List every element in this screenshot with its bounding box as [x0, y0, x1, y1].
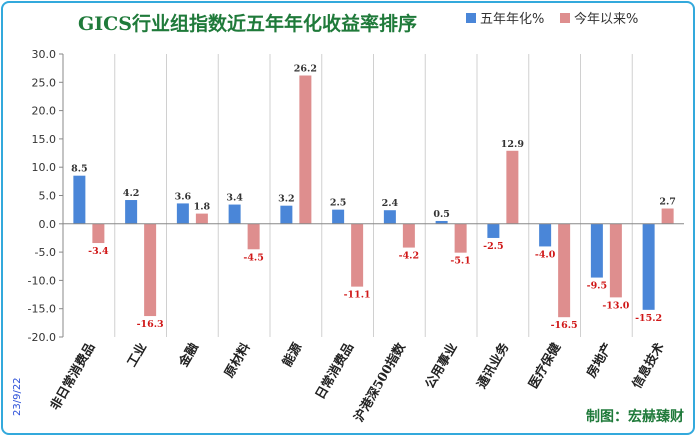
x-category-label-10: 医疗保健 [525, 340, 563, 391]
y-tick-label: 25.0 [32, 76, 57, 89]
value-label-ytd-1: -3.4 [88, 246, 109, 257]
bar-ytd-9 [506, 150, 519, 224]
bar-ytd-2 [144, 223, 157, 317]
bar-five-year-4 [228, 204, 241, 224]
value-label-five-year-11: -9.5 [587, 281, 607, 292]
value-label-ytd-3: 1.8 [194, 202, 211, 213]
value-label-ytd-4: -4.5 [243, 252, 263, 263]
value-label-ytd-12: 2.7 [659, 197, 676, 208]
value-label-ytd-10: -16.5 [551, 320, 578, 331]
x-category-label-8: 公用事业 [422, 340, 460, 391]
y-tick-label: 5.0 [39, 190, 57, 203]
value-label-five-year-2: 4.2 [123, 188, 140, 199]
value-label-ytd-8: -5.1 [450, 256, 470, 267]
value-label-five-year-7: 2.4 [382, 198, 399, 209]
y-tick-label: 0.0 [39, 218, 57, 231]
y-tick-label: 20.0 [32, 105, 57, 118]
x-category-label-5: 能源 [279, 340, 305, 370]
bar-ytd-11 [609, 223, 622, 298]
value-label-ytd-11: -13.0 [602, 300, 629, 311]
value-label-ytd-5: 26.2 [294, 64, 317, 75]
x-category-label-2: 工业 [124, 340, 150, 370]
bar-five-year-3 [176, 203, 189, 224]
value-label-five-year-1: 8.5 [71, 164, 88, 175]
value-label-ytd-7: -4.2 [399, 251, 419, 262]
bar-five-year-2 [125, 200, 138, 224]
bar-five-year-9 [487, 223, 500, 238]
credit-text: 制图：宏赫臻财 [586, 408, 684, 425]
value-label-five-year-12: -15.2 [635, 313, 662, 324]
bar-ytd-6 [351, 223, 364, 287]
value-label-five-year-10: -4.0 [535, 249, 556, 260]
chart-title: GICS行业组指数近五年年化收益率排序 [78, 12, 417, 35]
legend-swatch-five-year [466, 13, 476, 23]
legend-swatch-ytd [560, 13, 570, 23]
x-category-label-7: 沪港深500指数 [351, 340, 409, 425]
bars [73, 75, 674, 318]
y-tick-label: -20.0 [28, 331, 56, 344]
bar-ytd-12 [661, 208, 674, 224]
bar-five-year-7 [383, 210, 396, 224]
y-tick-label: -10.0 [28, 274, 56, 287]
value-labels: 8.5 -3.4 4.2 -16.3 3.61.8 3.4 -4.5 3.2 26.2 2.5 -1… [71, 64, 676, 332]
x-category-label-6: 日常消费品 [312, 340, 356, 402]
bar-ytd-7 [402, 223, 415, 248]
x-category-label-9: 通讯业务 [473, 340, 511, 391]
value-label-five-year-9: -2.5 [483, 241, 503, 252]
bar-ytd-8 [454, 223, 467, 253]
x-category-label-4: 原材料 [221, 340, 253, 380]
bar-ytd-5 [299, 75, 312, 224]
y-axis-ticks: 30.0 25.0 20.0 15.0 10.0 5.0 0.0 -5.0 -10.0 -15.0… [28, 48, 63, 344]
value-label-ytd-2: -16.3 [137, 319, 164, 330]
legend-label-ytd: 今年以来% [574, 11, 638, 27]
legend-label-five-year: 五年年化% [480, 12, 544, 27]
bar-five-year-10 [539, 223, 552, 247]
bar-five-year-1 [73, 175, 86, 224]
value-label-five-year-5: 3.2 [278, 194, 295, 205]
x-category-label-3: 金融 [175, 340, 201, 370]
y-tick-label: 10.0 [32, 161, 57, 174]
bar-ytd-1 [92, 223, 105, 244]
value-label-five-year-6: 2.5 [330, 198, 347, 209]
bar-ytd-10 [558, 223, 571, 318]
value-label-five-year-8: 0.5 [433, 209, 450, 220]
value-label-five-year-3: 3.6 [175, 191, 192, 202]
value-label-ytd-6: -11.1 [344, 290, 371, 301]
bar-five-year-8 [435, 220, 448, 224]
bar-five-year-6 [332, 209, 345, 224]
value-label-ytd-9: 12.9 [501, 139, 525, 150]
y-tick-label: 30.0 [32, 48, 57, 61]
bar-five-year-12 [642, 223, 655, 310]
bar-ytd-4 [247, 223, 260, 250]
chart-frame [1, 1, 695, 435]
legend: 五年年化% 今年以来% [466, 11, 638, 27]
x-category-label-12: 信息技术 [629, 340, 667, 391]
y-tick-label: -15.0 [28, 303, 56, 316]
bar-five-year-5 [280, 205, 293, 224]
x-category-label-11: 房地产 [583, 340, 615, 380]
value-label-five-year-4: 3.4 [226, 193, 243, 204]
y-tick-label: 15.0 [32, 133, 57, 146]
date-stamp: 23/9/22 [12, 377, 23, 416]
x-category-label-1: 非日常消费品 [47, 340, 97, 412]
y-tick-label: -5.0 [35, 246, 56, 259]
category-gridlines [114, 54, 633, 337]
bar-five-year-11 [590, 223, 603, 278]
bar-ytd-3 [195, 213, 208, 224]
